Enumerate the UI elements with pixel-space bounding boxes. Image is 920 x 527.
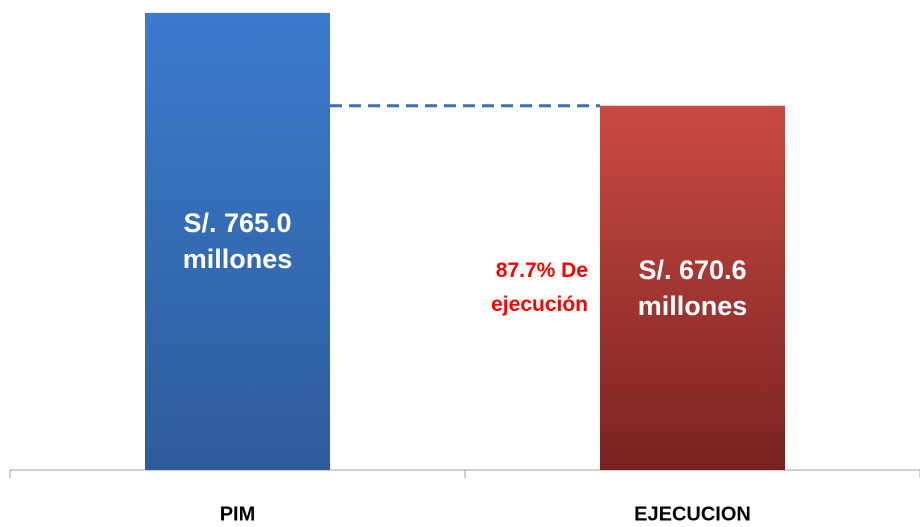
annotation: 87.7% De ejecución [491, 258, 588, 316]
value-label: S/. 670.6 millones [637, 254, 748, 321]
x-tick-label: PIM [219, 503, 256, 526]
x-tick-label: EJECUCION [634, 503, 751, 526]
value-label: S/. 765.0 millones [182, 208, 293, 275]
bar [145, 12, 330, 471]
bar [600, 105, 785, 471]
